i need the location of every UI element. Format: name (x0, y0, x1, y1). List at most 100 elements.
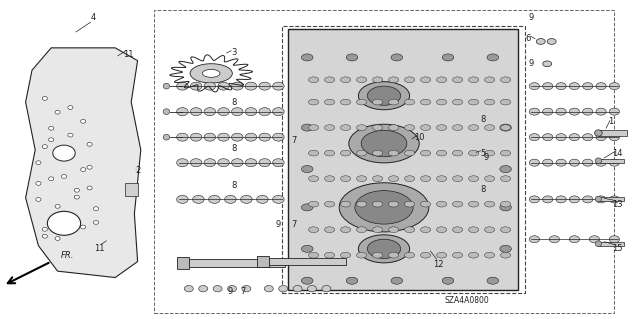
Bar (125, 183, 138, 196)
Ellipse shape (245, 108, 257, 116)
Ellipse shape (529, 108, 540, 115)
Ellipse shape (500, 252, 511, 258)
Ellipse shape (570, 83, 580, 90)
Ellipse shape (259, 82, 271, 90)
Ellipse shape (177, 195, 188, 204)
Ellipse shape (273, 159, 284, 167)
Ellipse shape (595, 196, 602, 202)
Ellipse shape (55, 110, 60, 114)
Ellipse shape (190, 64, 232, 83)
Ellipse shape (273, 133, 284, 141)
Ellipse shape (436, 77, 447, 83)
Ellipse shape (484, 227, 495, 233)
Text: 8: 8 (481, 185, 486, 194)
Ellipse shape (609, 159, 620, 166)
Ellipse shape (356, 227, 367, 233)
Ellipse shape (404, 176, 415, 182)
Ellipse shape (308, 125, 319, 130)
Ellipse shape (232, 108, 243, 116)
Bar (282, 26, 525, 293)
Ellipse shape (543, 196, 553, 203)
Ellipse shape (81, 119, 86, 123)
Ellipse shape (163, 134, 170, 140)
Ellipse shape (49, 177, 54, 181)
Ellipse shape (49, 126, 54, 130)
Ellipse shape (487, 277, 499, 284)
Ellipse shape (391, 277, 403, 284)
Text: 7: 7 (292, 220, 297, 229)
Ellipse shape (163, 83, 170, 89)
Ellipse shape (420, 227, 431, 233)
Ellipse shape (36, 197, 41, 201)
Text: 11: 11 (94, 244, 104, 253)
Bar (154, 10, 614, 313)
Ellipse shape (355, 191, 413, 224)
Ellipse shape (468, 150, 479, 156)
Bar (189, 259, 285, 267)
Ellipse shape (232, 159, 243, 167)
Ellipse shape (340, 252, 351, 258)
Ellipse shape (436, 99, 447, 105)
Ellipse shape (468, 99, 479, 105)
Ellipse shape (589, 236, 600, 243)
Ellipse shape (570, 134, 580, 141)
Ellipse shape (204, 133, 216, 141)
Ellipse shape (500, 227, 511, 233)
Bar (177, 257, 189, 269)
Ellipse shape (42, 234, 47, 238)
Ellipse shape (388, 201, 399, 207)
Ellipse shape (209, 195, 220, 204)
Ellipse shape (582, 159, 593, 166)
Ellipse shape (529, 159, 540, 166)
Ellipse shape (500, 77, 511, 83)
Ellipse shape (324, 125, 335, 130)
Ellipse shape (582, 83, 593, 90)
Ellipse shape (177, 159, 188, 167)
Ellipse shape (468, 227, 479, 233)
Ellipse shape (372, 227, 383, 233)
Ellipse shape (543, 83, 553, 90)
Ellipse shape (184, 286, 193, 292)
Ellipse shape (241, 195, 252, 204)
Ellipse shape (484, 201, 495, 207)
Ellipse shape (190, 108, 202, 116)
Ellipse shape (500, 125, 511, 130)
Ellipse shape (340, 77, 351, 83)
Text: 13: 13 (612, 200, 623, 209)
Ellipse shape (452, 77, 463, 83)
Text: 9: 9 (276, 220, 281, 229)
Bar (269, 258, 346, 265)
Ellipse shape (301, 54, 313, 61)
Ellipse shape (264, 286, 273, 292)
Ellipse shape (404, 150, 415, 156)
Ellipse shape (436, 201, 447, 207)
Ellipse shape (213, 286, 222, 292)
Ellipse shape (68, 106, 73, 109)
Ellipse shape (536, 39, 545, 44)
Ellipse shape (529, 196, 540, 203)
Ellipse shape (242, 286, 251, 292)
Ellipse shape (388, 227, 399, 233)
Ellipse shape (49, 138, 54, 142)
Ellipse shape (356, 99, 367, 105)
Ellipse shape (549, 236, 559, 243)
Ellipse shape (308, 99, 319, 105)
Ellipse shape (93, 220, 99, 224)
Ellipse shape (543, 108, 553, 115)
Ellipse shape (55, 237, 60, 241)
Ellipse shape (61, 174, 67, 178)
Ellipse shape (404, 125, 415, 130)
Ellipse shape (468, 77, 479, 83)
Ellipse shape (301, 245, 313, 252)
Ellipse shape (596, 196, 606, 203)
Ellipse shape (307, 286, 317, 292)
Text: 4: 4 (90, 13, 95, 22)
Text: 15: 15 (612, 244, 623, 253)
Ellipse shape (87, 142, 92, 146)
Text: 6: 6 (525, 34, 531, 43)
Ellipse shape (452, 252, 463, 258)
Ellipse shape (372, 201, 383, 207)
Ellipse shape (218, 159, 229, 167)
Ellipse shape (273, 195, 284, 204)
Ellipse shape (388, 77, 399, 83)
